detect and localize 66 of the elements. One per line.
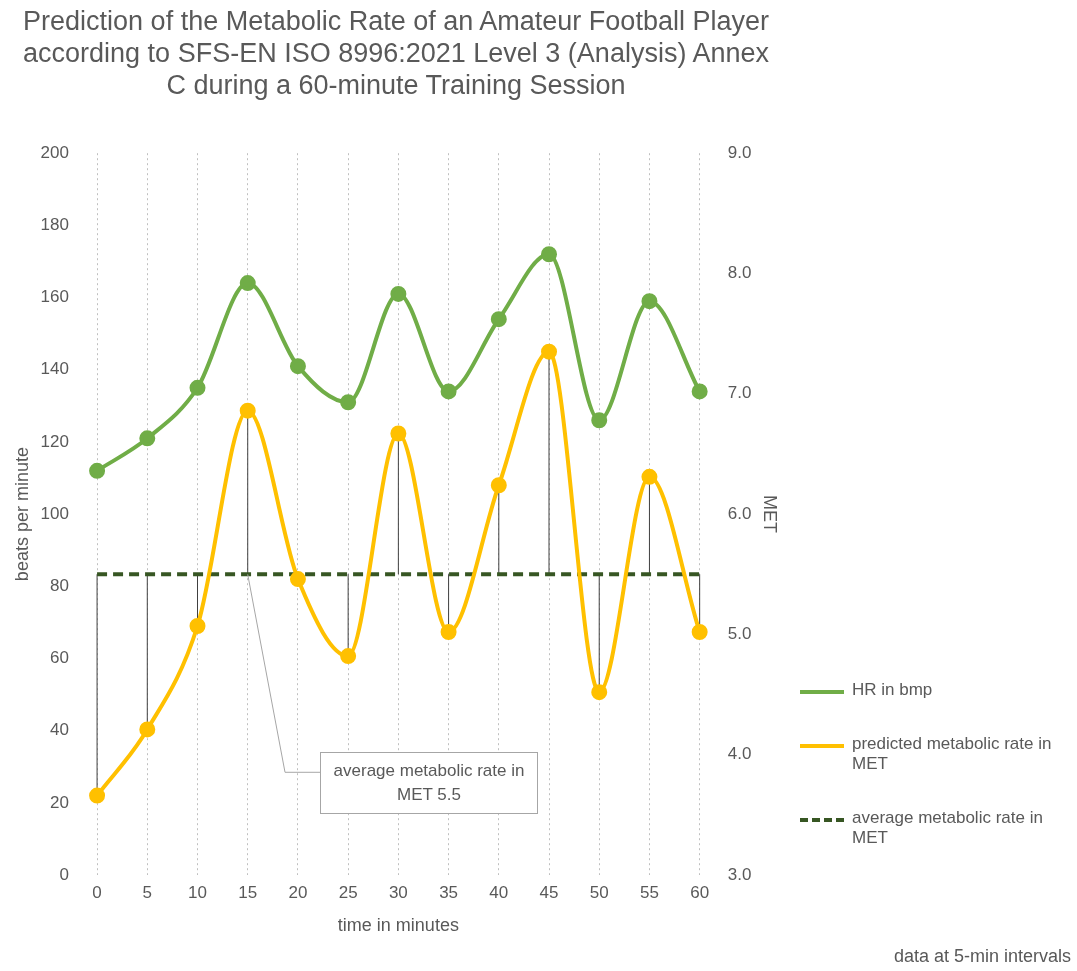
y2-axis-title: MET xyxy=(760,495,781,534)
y-tick-label: 40 xyxy=(50,720,69,740)
x-axis-title: time in minutes xyxy=(337,915,459,936)
y-tick-label: 20 xyxy=(50,792,69,812)
y2-tick-label: 5.0 xyxy=(727,624,752,644)
chart-title: Prediction of the Metabolic Rate of an Amateur Football Player according to SFS-EN ISO 8996:2021 Level 3 (Analysis) Annex C during a 60-minute Training Session xyxy=(23,5,770,101)
legend-label: average metabolic rate in MET xyxy=(852,808,1044,848)
y-tick-label: 60 xyxy=(50,648,69,668)
y2-tick-label: 6.0 xyxy=(727,503,752,523)
point xyxy=(691,623,708,640)
point xyxy=(541,246,558,263)
y2-tick-label: 3.0 xyxy=(727,864,752,884)
y2-tick-label: 9.0 xyxy=(727,142,752,162)
x-tick-label: 25 xyxy=(338,882,358,902)
x-tick-label: 15 xyxy=(238,882,258,902)
point xyxy=(691,383,708,400)
point xyxy=(89,462,106,479)
point xyxy=(490,477,507,494)
point xyxy=(390,425,407,442)
point xyxy=(239,275,256,292)
y2-tick-label: 7.0 xyxy=(727,383,752,403)
point xyxy=(490,311,507,328)
x-tick-label: 45 xyxy=(539,882,559,902)
point xyxy=(189,379,206,396)
y-tick-label: 80 xyxy=(50,575,69,595)
y-tick-label: 180 xyxy=(40,215,69,235)
point xyxy=(139,430,156,447)
point xyxy=(340,394,357,411)
point xyxy=(89,787,106,804)
x-tick-label: 40 xyxy=(489,882,509,902)
y2-tick-label: 4.0 xyxy=(727,744,752,764)
y-tick-label: 120 xyxy=(40,431,69,451)
point xyxy=(189,617,206,634)
point xyxy=(541,343,558,360)
x-tick-label: 50 xyxy=(589,882,609,902)
x-tick-label: 0 xyxy=(92,882,102,902)
x-tick-label: 20 xyxy=(288,882,308,902)
x-tick-label: 35 xyxy=(439,882,459,902)
y-tick-label: 140 xyxy=(40,359,69,379)
point xyxy=(390,285,407,302)
point xyxy=(641,468,658,485)
x-tick-label: 10 xyxy=(188,882,207,902)
legend-label: HR in bmp xyxy=(852,680,933,700)
point xyxy=(440,623,457,640)
x-tick-label: 5 xyxy=(142,882,153,902)
point xyxy=(591,684,608,701)
point xyxy=(340,648,357,665)
y2-tick-label: 8.0 xyxy=(727,263,752,283)
point xyxy=(591,412,608,429)
y-axis-title: beats per minute xyxy=(11,447,32,582)
x-tick-label: 60 xyxy=(690,882,710,902)
y-tick-label: 200 xyxy=(40,142,69,162)
y-tick-label: 0 xyxy=(59,864,69,884)
point xyxy=(641,293,658,310)
x-tick-label: 55 xyxy=(639,882,659,902)
point xyxy=(139,721,156,738)
legend-label: predicted metabolic rate in MET xyxy=(852,734,1053,774)
text: data at 5-min intervals xyxy=(893,946,1071,967)
point xyxy=(289,358,306,375)
y-tick-label: 100 xyxy=(40,503,69,523)
annotation: average metabolic rate in MET 5.5 xyxy=(320,752,539,815)
point xyxy=(239,402,256,419)
x-tick-label: 30 xyxy=(388,882,408,902)
y-tick-label: 160 xyxy=(40,287,69,307)
point xyxy=(289,571,306,588)
point xyxy=(440,383,457,400)
